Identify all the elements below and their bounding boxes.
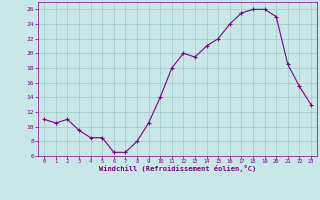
X-axis label: Windchill (Refroidissement éolien,°C): Windchill (Refroidissement éolien,°C)	[99, 165, 256, 172]
